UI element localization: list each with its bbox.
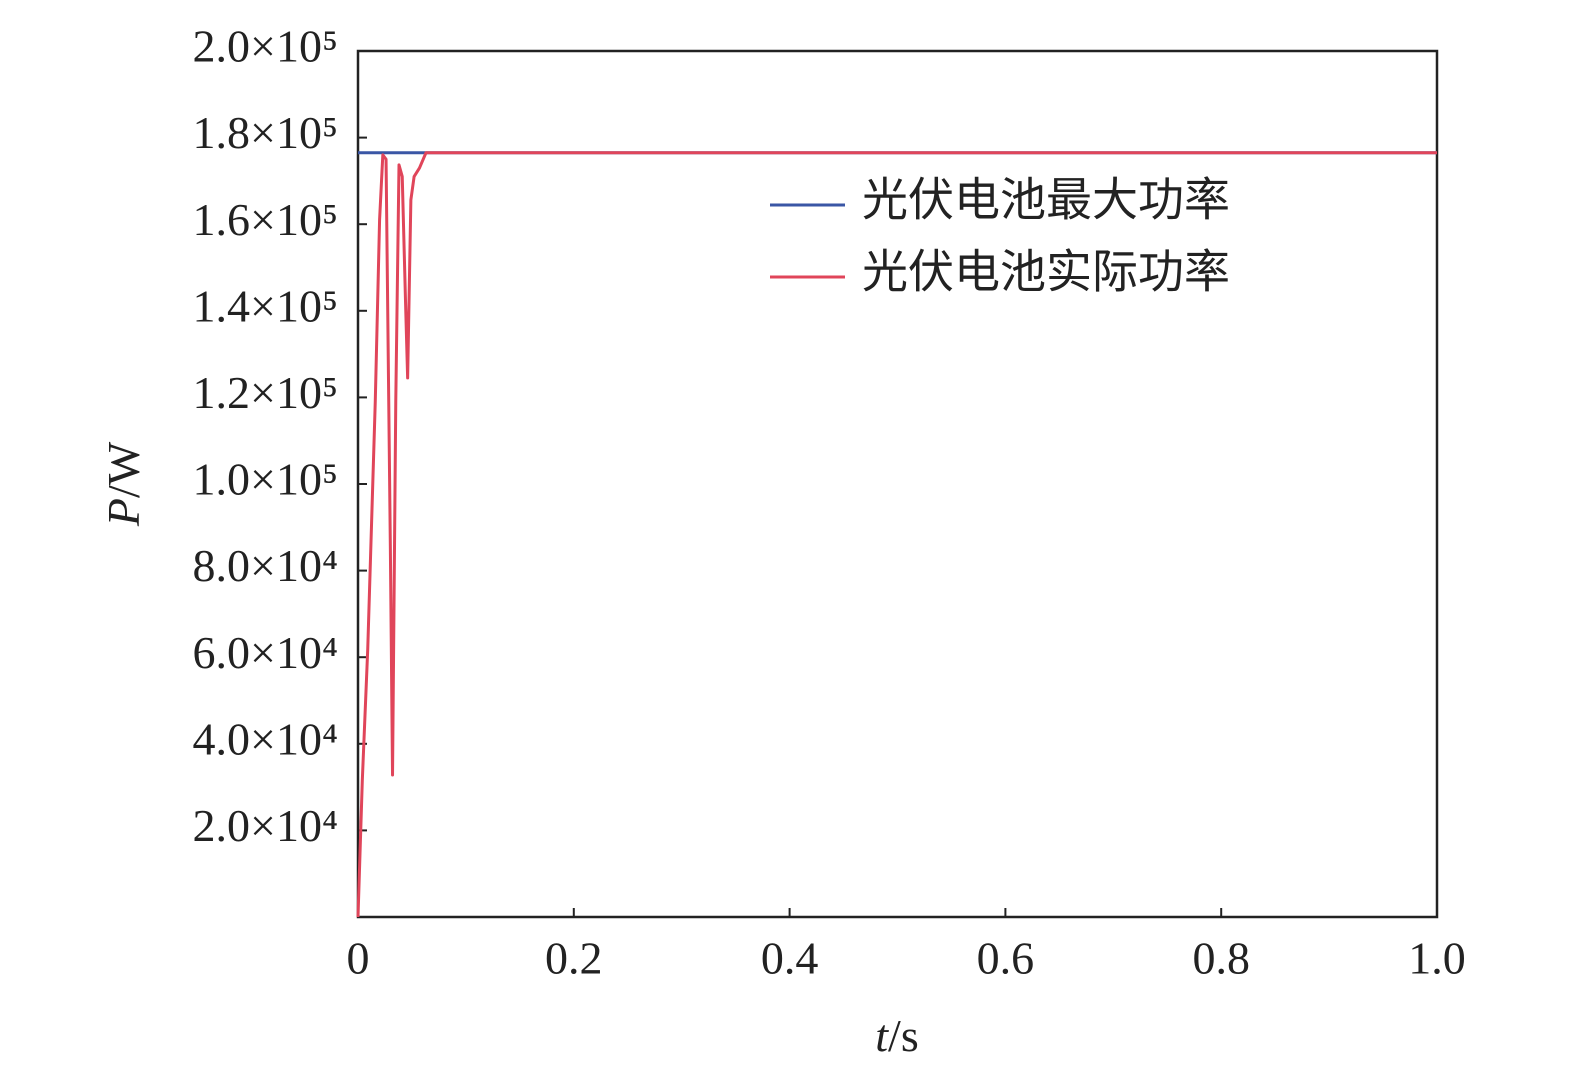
y-tick-label: 6.0×10⁴ (193, 627, 338, 678)
legend-label: 光伏电池实际功率 (862, 247, 1230, 298)
legend-label: 光伏电池最大功率 (862, 175, 1230, 226)
y-tick-label: 1.8×10⁵ (193, 107, 338, 158)
y-tick-label: 2.0×10⁵ (193, 21, 338, 72)
x-tick-label: 0.4 (761, 933, 819, 984)
y-tick-label: 2.0×10⁴ (193, 800, 338, 851)
x-axis-label: t/s (875, 1010, 918, 1061)
data-line (356, 151, 1437, 918)
y-tick-label: 1.0×10⁵ (193, 454, 338, 505)
y-axis-label: P/W (98, 441, 149, 527)
y-tick-label: 8.0×10⁴ (193, 540, 338, 591)
y-tick-label: 4.0×10⁴ (193, 713, 338, 764)
x-tick-label: 0 (347, 933, 370, 984)
x-tick-label: 1.0 (1408, 933, 1466, 984)
x-tick-label: 0.8 (1192, 933, 1250, 984)
y-tick-label: 1.2×10⁵ (193, 367, 338, 418)
y-tick-label: 1.4×10⁵ (193, 280, 338, 331)
x-tick-label: 0.6 (977, 933, 1035, 984)
y-tick-label: 1.6×10⁵ (193, 194, 338, 245)
x-tick-label: 0.2 (545, 933, 603, 984)
